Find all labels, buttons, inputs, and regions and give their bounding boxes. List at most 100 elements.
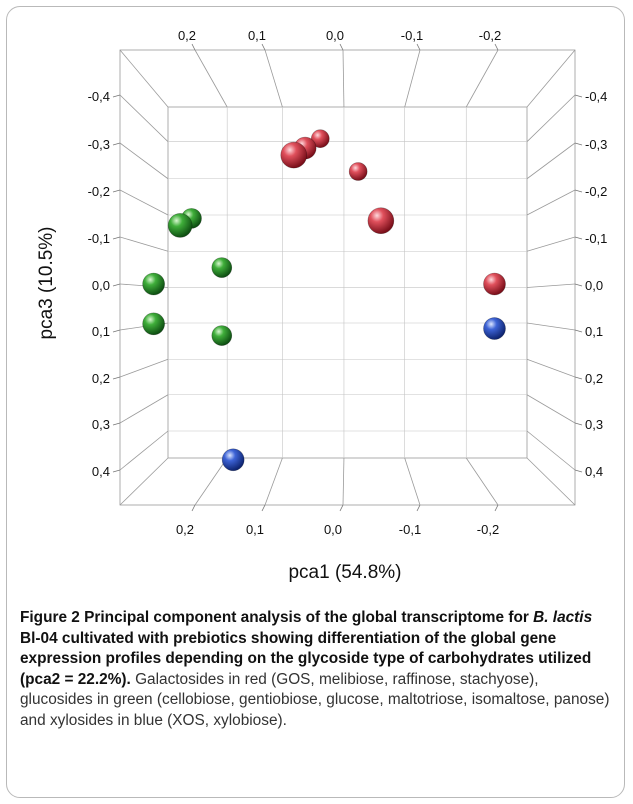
grid-line [339,43,344,51]
caption-title-species: B. lactis [533,609,593,626]
y-tick-right-label: 0,1 [585,324,603,339]
data-point [483,317,506,340]
grid-line [526,358,576,378]
y-tick-right-label: -0,2 [585,184,607,199]
grid-line [112,189,121,193]
grid-line [416,43,421,51]
grid-line [264,49,283,108]
grid-line [342,49,345,108]
grid-line [494,43,499,51]
grid-line [404,457,421,506]
data-point [211,325,233,346]
figure-caption: Figure 2 Principal component analysis of… [20,608,610,731]
grid-line [261,504,266,512]
data-points [142,129,506,472]
grid-line [112,236,121,240]
grid-line [194,49,228,108]
grid-line [119,189,169,216]
y-axis-title: pca3 (10.5%) [36,226,57,339]
x-tick-top-label: 0,2 [178,28,196,43]
grid-line [112,329,121,333]
grid-line [574,422,583,426]
x-tick-top-label: -0,2 [479,28,501,43]
caption-title-part-1: Figure 2 Principal component analysis of… [20,609,534,626]
grid-line [112,376,121,380]
grid-line [574,469,583,473]
grid-line [261,43,266,51]
data-point [142,272,165,296]
y-tick-right-label: -0,3 [585,137,607,152]
data-point [483,272,506,296]
y-tick-right-label: -0,1 [585,231,607,246]
grid-line [339,504,344,512]
grid-line [526,189,576,216]
data-point [142,312,165,336]
y-tick-left-label: -0,4 [88,89,110,104]
grid-line [112,283,121,287]
grid-line [574,94,583,98]
plot-grid [112,43,583,512]
grid-line [526,430,576,471]
grid-line [526,283,576,288]
data-point [310,129,330,148]
y-tick-right-label: 0,4 [585,464,603,479]
inner-box [167,106,528,459]
data-point [367,207,395,235]
x-tick-bottom-label: 0,0 [324,522,342,537]
grid-line [112,94,121,98]
grid-line [526,236,576,252]
grid-line [191,43,196,51]
grid-line [119,430,169,471]
y-tick-right-label: 0,0 [585,278,603,293]
y-tick-left-label: 0,1 [92,324,110,339]
grid-line [119,394,169,424]
grid-line [526,322,576,331]
y-tick-left-label: 0,0 [92,278,110,293]
data-point [280,141,308,169]
y-tick-right-label: -0,4 [585,89,607,104]
data-point [167,213,193,238]
y-tick-left-label: -0,2 [88,184,110,199]
x-axis-title: pca1 (54.8%) [288,562,401,583]
grid-line [526,457,576,506]
data-point [348,162,368,181]
data-point [221,448,245,472]
y-tick-left-label: -0,3 [88,137,110,152]
pca-scatter-plot: 0,2 0,1 0,0 -0,1 -0,2 0,2 0,1 0,0 -0,1 -0,2 -0,4 -0… [36,28,608,583]
grid-line [119,49,169,108]
y-tick-left-label: 0,2 [92,371,110,386]
data-point [211,257,233,278]
grid-line [465,49,499,108]
x-tick-bottom-label: -0,2 [477,522,499,537]
grid-line [574,283,583,287]
grid-line [342,457,345,506]
grid-line [494,504,499,512]
x-tick-bottom-label: 0,1 [246,522,264,537]
grid-line [119,94,169,143]
grid-line [119,358,169,378]
grid-line [264,457,283,506]
grid-line [119,457,169,506]
grid-line [119,236,169,252]
grid-line [465,457,499,506]
grid-line [574,236,583,240]
grid-line [416,504,421,512]
grid-line [194,457,228,506]
grid-line [526,94,576,143]
grid-line [112,422,121,426]
grid-line [404,49,421,108]
grid-line [574,142,583,146]
grid-line [526,49,576,108]
outer-box [119,49,576,506]
y-tick-left-label: -0,1 [88,231,110,246]
y-tick-right-label: 0,2 [585,371,603,386]
grid-line [574,329,583,333]
grid-line [112,469,121,473]
y-tick-right-label: 0,3 [585,417,603,432]
grid-line [191,504,196,512]
caption-title-part-2: Bl-04 cultivated with prebiotics showing… [20,629,592,688]
tick-labels: 0,2 0,1 0,0 -0,1 -0,2 0,2 0,1 0,0 -0,1 -0,2 -0,4 -0… [88,28,608,537]
x-tick-bottom-label: 0,2 [176,522,194,537]
grid-line [526,394,576,424]
grid-line [119,142,169,180]
